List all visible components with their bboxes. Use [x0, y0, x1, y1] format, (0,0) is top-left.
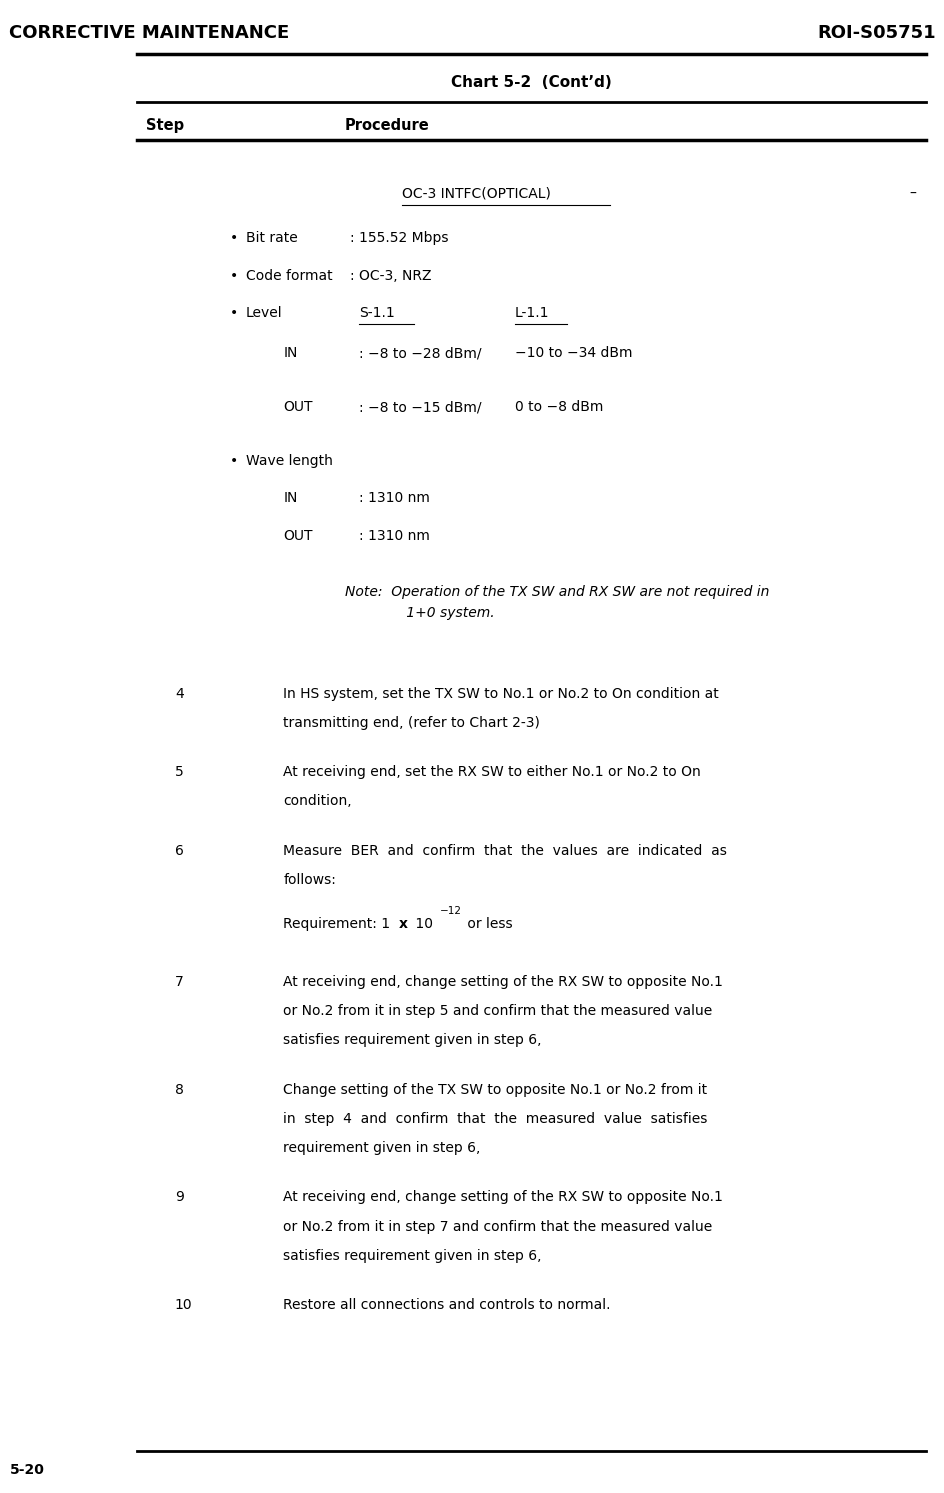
Text: At receiving end, change setting of the RX SW to opposite No.1: At receiving end, change setting of the …	[283, 975, 722, 988]
Text: At receiving end, change setting of the RX SW to opposite No.1: At receiving end, change setting of the …	[283, 1190, 722, 1205]
Text: condition,: condition,	[283, 794, 352, 809]
Text: : OC-3, NRZ: : OC-3, NRZ	[349, 269, 430, 282]
Text: satisfies requirement given in step 6,: satisfies requirement given in step 6,	[283, 1033, 542, 1047]
Text: : −8 to −28 dBm/: : −8 to −28 dBm/	[359, 346, 481, 360]
Text: 9: 9	[175, 1190, 183, 1205]
Text: : 1310 nm: : 1310 nm	[359, 491, 430, 505]
Text: •: •	[229, 269, 238, 282]
Text: 5: 5	[175, 766, 183, 779]
Text: or less: or less	[463, 917, 513, 930]
Text: : 155.52 Mbps: : 155.52 Mbps	[349, 231, 447, 245]
Text: OUT: OUT	[283, 400, 312, 414]
Text: Procedure: Procedure	[345, 118, 430, 133]
Text: Note:  Operation of the TX SW and RX SW are not required in
              1+0 sy: Note: Operation of the TX SW and RX SW a…	[345, 585, 768, 620]
Text: Step: Step	[146, 118, 184, 133]
Text: follows:: follows:	[283, 873, 336, 887]
Text: in  step  4  and  confirm  that  the  measured  value  satisfies: in step 4 and confirm that the measured …	[283, 1112, 707, 1126]
Text: transmitting end, (refer to Chart 2-3): transmitting end, (refer to Chart 2-3)	[283, 717, 540, 730]
Text: 10: 10	[411, 917, 432, 930]
Text: Restore all connections and controls to normal.: Restore all connections and controls to …	[283, 1299, 611, 1312]
Text: –: –	[909, 187, 916, 200]
Text: 0 to −8 dBm: 0 to −8 dBm	[514, 400, 603, 414]
Text: Wave length: Wave length	[245, 454, 332, 467]
Text: IN: IN	[283, 491, 297, 505]
Text: OC-3 INTFC(OPTICAL): OC-3 INTFC(OPTICAL)	[401, 187, 550, 200]
Text: 5-20: 5-20	[9, 1463, 44, 1477]
Text: In HS system, set the TX SW to No.1 or No.2 to On condition at: In HS system, set the TX SW to No.1 or N…	[283, 687, 718, 700]
Text: S-1.1: S-1.1	[359, 306, 395, 320]
Text: •: •	[229, 454, 238, 467]
Text: 10: 10	[175, 1299, 193, 1312]
Text: : −8 to −15 dBm/: : −8 to −15 dBm/	[359, 400, 481, 414]
Text: Requirement: 1: Requirement: 1	[283, 917, 395, 930]
Text: x: x	[398, 917, 408, 930]
Text: requirement given in step 6,: requirement given in step 6,	[283, 1141, 480, 1156]
Text: 6: 6	[175, 844, 183, 858]
Text: satisfies requirement given in step 6,: satisfies requirement given in step 6,	[283, 1248, 542, 1263]
Text: Chart 5-2  (Cont’d): Chart 5-2 (Cont’d)	[450, 75, 612, 90]
Text: 4: 4	[175, 687, 183, 700]
Text: −12: −12	[440, 906, 462, 917]
Text: L-1.1: L-1.1	[514, 306, 549, 320]
Text: OUT: OUT	[283, 529, 312, 542]
Text: −10 to −34 dBm: −10 to −34 dBm	[514, 346, 632, 360]
Text: Bit rate: Bit rate	[245, 231, 297, 245]
Text: or No.2 from it in step 5 and confirm that the measured value: or No.2 from it in step 5 and confirm th…	[283, 1005, 712, 1018]
Text: CORRECTIVE MAINTENANCE: CORRECTIVE MAINTENANCE	[9, 24, 290, 42]
Text: Measure  BER  and  confirm  that  the  values  are  indicated  as: Measure BER and confirm that the values …	[283, 844, 727, 858]
Text: Change setting of the TX SW to opposite No.1 or No.2 from it: Change setting of the TX SW to opposite …	[283, 1082, 707, 1097]
Text: •: •	[229, 231, 238, 245]
Text: or No.2 from it in step 7 and confirm that the measured value: or No.2 from it in step 7 and confirm th…	[283, 1220, 712, 1233]
Text: ROI-S05751: ROI-S05751	[816, 24, 935, 42]
Text: Code format: Code format	[245, 269, 332, 282]
Text: : 1310 nm: : 1310 nm	[359, 529, 430, 542]
Text: 8: 8	[175, 1082, 183, 1097]
Text: •: •	[229, 306, 238, 320]
Text: At receiving end, set the RX SW to either No.1 or No.2 to On: At receiving end, set the RX SW to eithe…	[283, 766, 700, 779]
Text: 7: 7	[175, 975, 183, 988]
Text: IN: IN	[283, 346, 297, 360]
Text: Level: Level	[245, 306, 282, 320]
